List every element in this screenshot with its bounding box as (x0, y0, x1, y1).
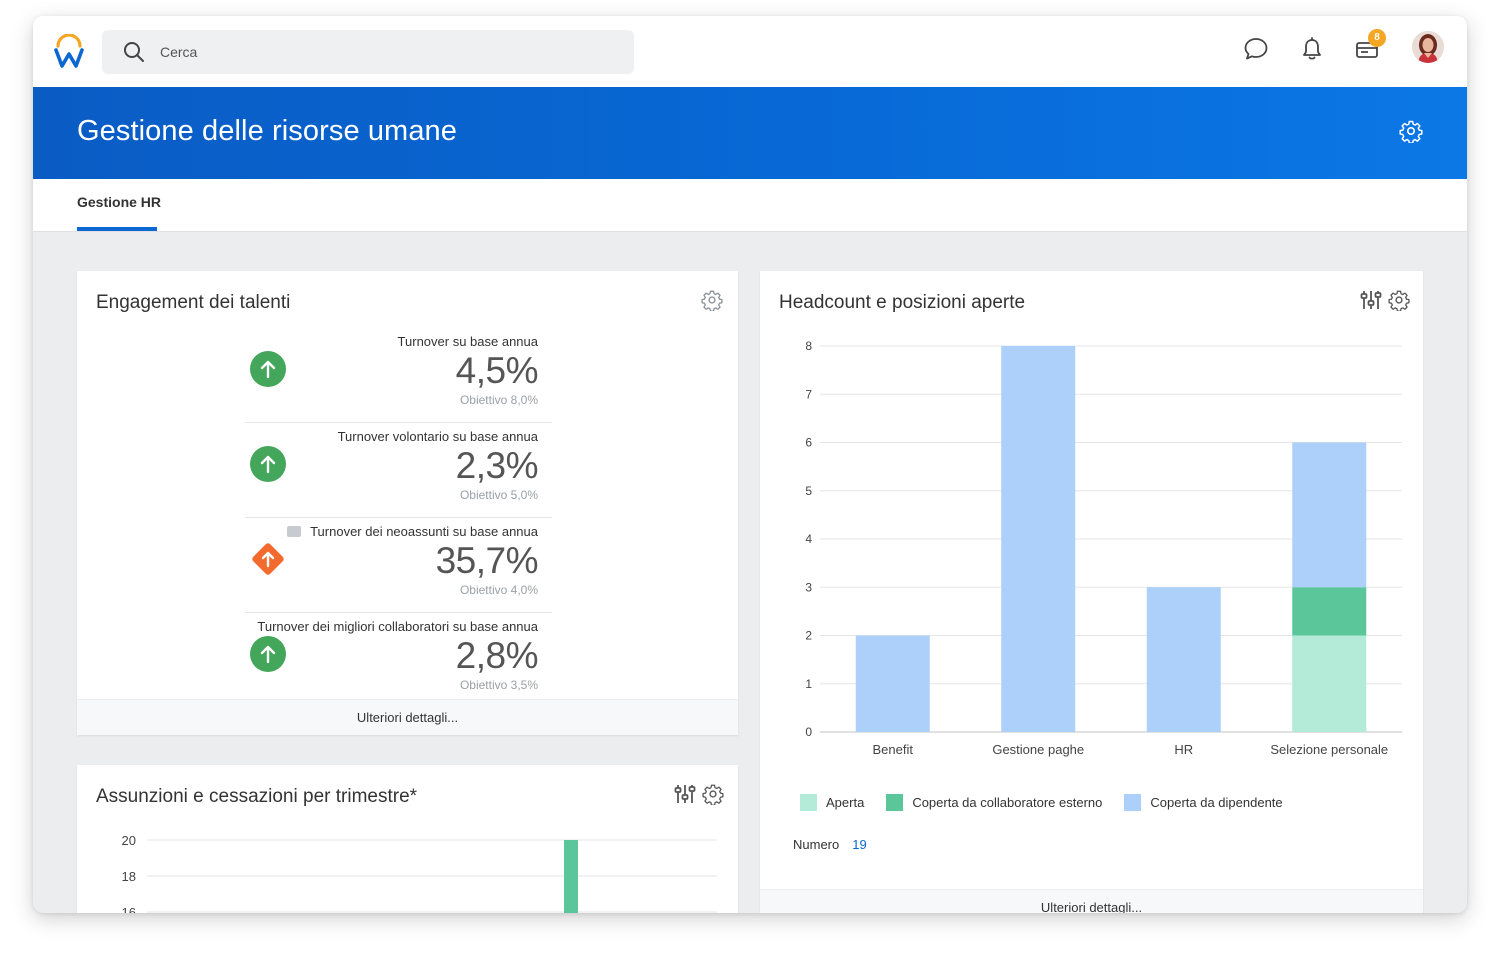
y-tick-label: 5 (805, 484, 812, 498)
settings-gear-icon[interactable] (702, 783, 724, 805)
legend-label: Coperta da dipendente (1150, 795, 1283, 810)
hires-chart: 20 18 16 (122, 833, 717, 913)
y-tick-label: 6 (805, 436, 812, 450)
engagement-title: Engagement dei talenti (96, 292, 291, 313)
x-tick-label: Selezione personale (1270, 742, 1388, 757)
notification-badge: 8 (1368, 29, 1386, 47)
metric-target: Obiettivo 4,0% (459, 583, 538, 597)
metric-value: 2,8% (455, 635, 539, 676)
avatar[interactable] (1412, 31, 1444, 63)
tab-gestione-hr[interactable]: Gestione HR (77, 194, 162, 210)
chart-legend: Aperta Coperta da collaboratore esterno … (800, 794, 1305, 811)
chart-bar[interactable] (1292, 442, 1367, 588)
legend-swatch (886, 794, 904, 811)
metric-label: Turnover dei migliori collaboratori su b… (257, 619, 538, 634)
app-window: 8 Gestione delle risorse umane Gestione … (33, 16, 1467, 913)
arrow-up-icon (250, 446, 286, 482)
chart-bar[interactable] (1146, 587, 1221, 732)
chart-bar[interactable] (564, 840, 578, 913)
chart-bar[interactable] (855, 635, 930, 733)
tab-bar: Gestione HR (33, 179, 1467, 232)
divider (245, 422, 552, 423)
card-tools (701, 289, 723, 311)
y-tick-label: 3 (805, 580, 812, 594)
diamond-arrow-up-icon (252, 543, 284, 575)
workday-logo[interactable] (53, 34, 85, 70)
comment-icon[interactable] (287, 526, 302, 537)
active-tab-indicator (77, 227, 157, 231)
metric-turnover[interactable]: Turnover su base annua 4,5% Obiettivo 8,… (245, 329, 552, 423)
metric-voluntary-turnover[interactable]: Turnover volontario su base annua 2,3% O… (245, 424, 552, 518)
search-box[interactable] (102, 30, 634, 74)
y-tick-label: 8 (805, 339, 812, 353)
legend-item-collaboratore[interactable]: Coperta da collaboratore esterno (886, 794, 1102, 811)
arrow-up-icon (250, 351, 286, 387)
legend-swatch (800, 794, 817, 811)
card-tools (1360, 289, 1410, 311)
filter-sliders-icon[interactable] (1360, 289, 1382, 311)
chat-icon[interactable] (1243, 36, 1269, 62)
y-tick-label: 4 (805, 532, 812, 546)
engagement-card: Engagement dei talenti Turnover su base … (77, 271, 738, 735)
metric-value: 2,3% (455, 445, 539, 486)
legend-item-dipendente[interactable]: Coperta da dipendente (1124, 794, 1283, 811)
search-input[interactable] (160, 30, 620, 74)
metric-label-wrap: Turnover dei neoassunti su base annua (287, 524, 538, 539)
y-tick-label: 2 (805, 629, 812, 643)
page-title: Gestione delle risorse umane (77, 115, 457, 147)
headcount-card: Headcount e posizioni aperte 0 1 2 3 4 5 6 7 8 Be… (760, 271, 1423, 913)
settings-gear-icon[interactable] (1388, 289, 1410, 311)
legend-item-aperta[interactable]: Aperta (800, 794, 864, 811)
headcount-chart: 0 1 2 3 4 5 6 7 8 Benefit Gestione paghe HR Selezion… (805, 339, 1402, 757)
chart-bar[interactable] (1292, 635, 1367, 733)
arrow-up-icon (250, 636, 286, 672)
legend-label: Coperta da collaboratore esterno (912, 795, 1103, 810)
settings-gear-icon[interactable] (701, 289, 723, 311)
metric-new-hire-turnover[interactable]: Turnover dei neoassunti su base annua 35… (245, 519, 552, 613)
metric-label: Turnover dei neoassunti su base annua (310, 524, 538, 539)
legend-label: Aperta (826, 795, 865, 810)
card-tools (674, 783, 724, 805)
divider (245, 517, 552, 518)
x-tick-label: Gestione paghe (992, 742, 1084, 757)
total-count: Numero 19 (793, 837, 867, 852)
search-icon (124, 42, 144, 62)
y-tick-label: 0 (805, 725, 812, 739)
metric-value: 4,5% (455, 350, 539, 391)
y-tick-label: 7 (805, 387, 812, 401)
top-bar: 8 (33, 16, 1467, 87)
y-tick-label: 20 (122, 833, 136, 848)
y-tick-label: 1 (805, 677, 812, 691)
y-tick-label: 18 (122, 869, 136, 884)
more-details-link[interactable]: Ulteriori dettagli... (77, 699, 738, 735)
inbox-icon[interactable] (1354, 36, 1380, 62)
filter-sliders-icon[interactable] (674, 783, 696, 805)
metric-value: 35,7% (435, 540, 539, 581)
headcount-title: Headcount e posizioni aperte (779, 292, 1026, 313)
hires-card: Assunzioni e cessazioni per trimestre* 2… (77, 765, 738, 913)
chart-bar[interactable] (1001, 346, 1076, 732)
settings-gear-icon[interactable] (1399, 119, 1423, 143)
metric-target: Obiettivo 5,0% (459, 488, 538, 502)
metric-target: Obiettivo 3,5% (459, 678, 538, 692)
metric-target: Obiettivo 8,0% (459, 393, 538, 407)
bell-icon[interactable] (1299, 36, 1325, 62)
y-tick-label: 16 (122, 905, 136, 913)
total-count-value[interactable]: 19 (852, 837, 867, 852)
page-header: Gestione delle risorse umane (33, 87, 1467, 179)
x-tick-label: Benefit (873, 742, 914, 757)
more-details-link[interactable]: Ulteriori dettagli... (760, 889, 1423, 913)
divider (245, 612, 552, 613)
x-tick-label: HR (1174, 742, 1193, 757)
legend-swatch (1124, 794, 1142, 811)
user-photo (1412, 31, 1444, 63)
metric-label: Turnover su base annua (397, 334, 538, 349)
hires-title: Assunzioni e cessazioni per trimestre* (96, 786, 418, 807)
metric-top-talent-turnover[interactable]: Turnover dei migliori collaboratori su b… (245, 614, 552, 708)
total-count-label: Numero (793, 837, 840, 852)
metric-label: Turnover volontario su base annua (337, 429, 538, 444)
chart-bar[interactable] (1292, 587, 1367, 636)
